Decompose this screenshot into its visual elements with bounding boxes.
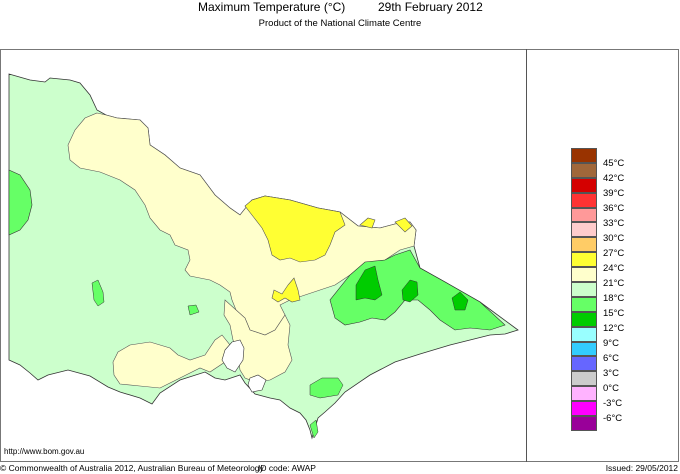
- legend-swatch-15: [571, 296, 597, 312]
- legend-label: 39°C: [603, 188, 625, 199]
- legend-label: 0°C: [603, 383, 619, 394]
- legend-swatch-below: [571, 416, 597, 431]
- zone-12-15-1: [355, 265, 383, 301]
- legend-divider: [526, 49, 527, 462]
- legend-swatch-33: [571, 207, 597, 223]
- subtitle: Product of the National Climate Centre: [258, 18, 422, 29]
- legend-label: 18°C: [603, 293, 625, 304]
- legend-swatch-6: [571, 341, 597, 357]
- legend-label: -3°C: [603, 398, 623, 409]
- legend-swatch-minus3: [571, 386, 597, 402]
- map-frame: [0, 49, 679, 462]
- legend-swatch-42: [571, 162, 597, 178]
- legend-label: 6°C: [603, 353, 619, 364]
- id-code: ID code: AWAP: [258, 463, 316, 473]
- legend-label: 42°C: [603, 173, 625, 184]
- legend-swatch-3: [571, 356, 597, 372]
- legend-label: 36°C: [603, 203, 625, 214]
- legend-label: -6°C: [603, 413, 623, 424]
- issued-date: Issued: 29/05/2012: [605, 463, 678, 473]
- zone-12-15-3: [451, 291, 469, 311]
- legend-label: 9°C: [603, 338, 619, 349]
- zone-15-18-prom: [309, 419, 319, 439]
- zone-12-15-2: [401, 279, 419, 303]
- legend-label: 3°C: [603, 368, 619, 379]
- legend-swatch-24: [571, 252, 597, 268]
- copyright: © Commonwealth of Australia 2012, Austra…: [0, 463, 264, 473]
- zone-15-18-south: [309, 377, 344, 399]
- zone-15-18-patch-2: [187, 304, 200, 316]
- bom-url: http://www.bom.gov.au: [4, 447, 85, 456]
- legend-swatch-minus6: [571, 401, 597, 417]
- legend-swatch-27: [571, 237, 597, 253]
- temperature-legend: 45°C 42°C 39°C 36°C 33°C 30°C 27°C 24°C …: [571, 148, 624, 431]
- legend-swatch-21: [571, 267, 597, 283]
- legend-swatch-9: [571, 326, 597, 342]
- legend-swatch-30: [571, 222, 597, 238]
- zone-15-18-west: [8, 169, 33, 236]
- legend-label: 15°C: [603, 308, 625, 319]
- zone-15-18-patch-1: [91, 279, 105, 307]
- zone-24-27-small: [271, 277, 301, 303]
- western-port-bay: [247, 374, 267, 393]
- legend-label: 33°C: [603, 218, 625, 229]
- legend-swatch-12: [571, 311, 597, 327]
- zone-24-27-ne: [359, 217, 413, 233]
- legend-swatch-39: [571, 177, 597, 193]
- legend-label: 24°C: [603, 263, 625, 274]
- legend-label: 21°C: [603, 278, 625, 289]
- title-text: Maximum Temperature (°C): [198, 0, 346, 14]
- victoria-temperature-map: [8, 73, 519, 440]
- legend-label: 12°C: [603, 323, 625, 334]
- legend-label: 30°C: [603, 233, 625, 244]
- title-date: 29th February 2012: [378, 0, 483, 14]
- zone-24-27-north: [244, 195, 346, 263]
- legend-swatch-0: [571, 371, 597, 387]
- port-phillip-bay: [221, 339, 245, 373]
- legend-swatch-36: [571, 192, 597, 208]
- map-title: Maximum Temperature (°C) 29th February 2…: [0, 0, 680, 16]
- legend-swatch-45: [571, 148, 597, 163]
- legend-label: 45°C: [603, 158, 625, 169]
- legend-swatch-18: [571, 282, 597, 297]
- legend-label: 27°C: [603, 248, 625, 259]
